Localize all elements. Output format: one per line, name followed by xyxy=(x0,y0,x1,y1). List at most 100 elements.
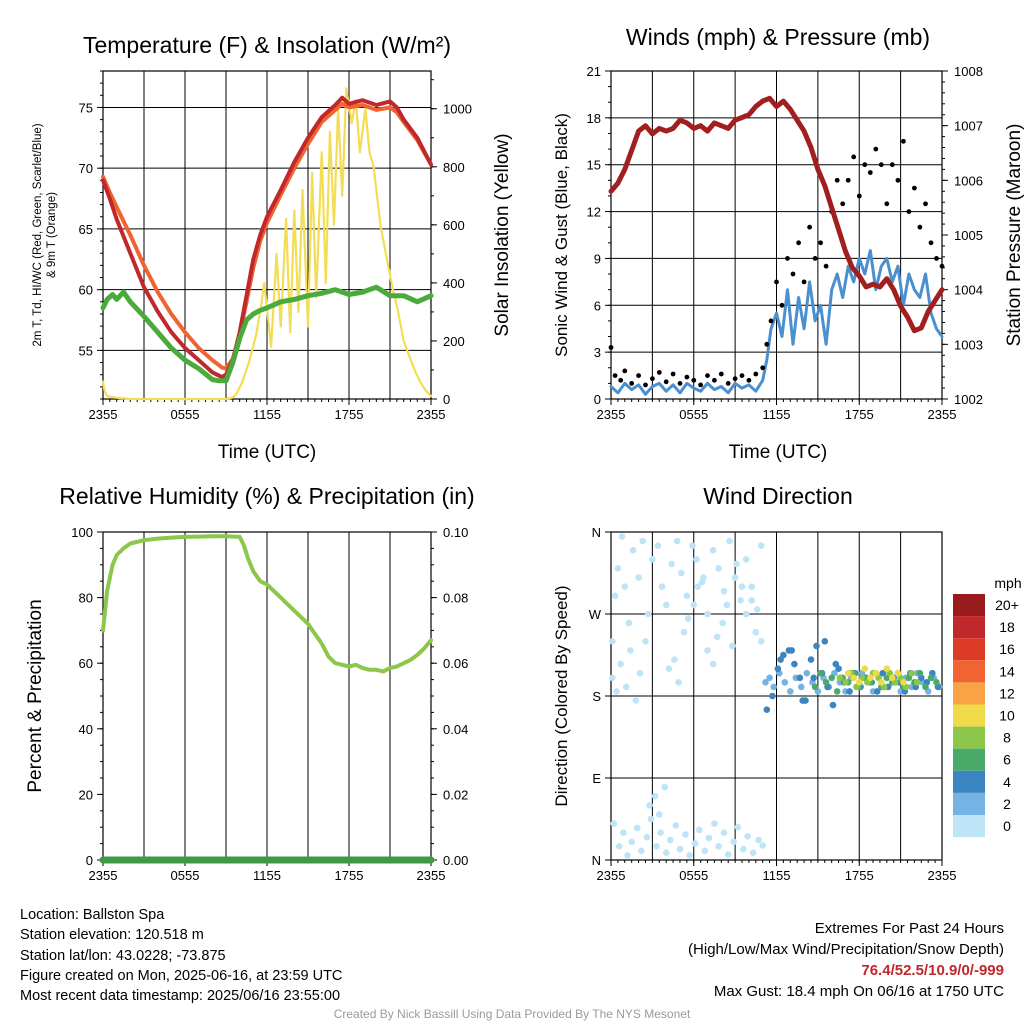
dir-point-day-top xyxy=(842,679,849,686)
dir-point-day-high xyxy=(922,683,929,691)
extremes-subtitle: (High/Low/Max Wind/Precipitation/Snow De… xyxy=(688,941,1004,958)
wind-gust-dot xyxy=(939,263,945,269)
legend-swatch xyxy=(953,616,985,639)
dir-point-day-mid xyxy=(774,665,782,672)
dir-point-night xyxy=(733,560,740,568)
dir-point-night xyxy=(632,697,640,704)
dir-point-day-high xyxy=(811,683,819,691)
dir-point-night xyxy=(649,556,656,563)
dir-point-day-mid xyxy=(829,701,837,709)
dir-point-night xyxy=(709,546,717,554)
wind-gust-dot xyxy=(790,271,796,277)
rh-xtick-label: 1155 xyxy=(253,868,281,883)
legend-unit: mph xyxy=(994,575,1021,591)
wind-xlabel: Time (UTC) xyxy=(729,442,828,463)
wind-gust-dot xyxy=(691,377,697,383)
legend-swatch xyxy=(953,770,985,793)
rh-ytick-label: 60 xyxy=(79,656,93,671)
wind-ytick-label: 6 xyxy=(594,298,601,313)
dir-point-day-low xyxy=(798,683,805,691)
dir-point-night xyxy=(667,836,674,844)
rh-ytick-label: 80 xyxy=(79,591,93,606)
dir-point-night xyxy=(643,833,651,841)
wind-xtick-label: 2355 xyxy=(597,407,626,422)
dir-point-night xyxy=(758,542,765,549)
dir-point-night xyxy=(752,628,760,636)
wind-gust-dot xyxy=(834,177,840,183)
info-elevation: Station elevation: 120.518 m xyxy=(20,927,204,944)
wind-line-pressure xyxy=(608,95,945,334)
rh-line-humidity xyxy=(101,534,433,674)
dir-point-night xyxy=(662,849,670,856)
dir-point-night xyxy=(709,660,717,668)
wind-xtick-label: 2355 xyxy=(928,407,957,422)
dir-point-night xyxy=(730,838,737,846)
dir-point-day-max xyxy=(883,665,891,672)
dir-point-day-mid xyxy=(821,638,829,645)
dir-point-night xyxy=(755,836,762,844)
dir-xtick-label: 1755 xyxy=(845,868,874,883)
dir-point-day-high xyxy=(817,669,824,677)
wind-ytick-label: 3 xyxy=(594,345,601,360)
dir-point-night xyxy=(651,792,659,800)
rh-ytick-right-label: 0.08 xyxy=(443,591,468,606)
dir-point-night xyxy=(684,615,692,622)
dir-point-day-high xyxy=(927,674,935,682)
dir-point-night xyxy=(662,601,670,609)
dir-point-day-mid xyxy=(799,697,806,704)
dir-point-night xyxy=(621,583,629,590)
wind-xtick-label: 1755 xyxy=(845,407,874,422)
dir-point-day-low xyxy=(762,679,769,686)
dir-point-night xyxy=(627,647,634,654)
dir-point-night xyxy=(686,852,693,859)
dir-point-night xyxy=(675,679,682,686)
legend-label: 14 xyxy=(999,663,1015,679)
dir-point-night xyxy=(610,820,618,827)
dir-point-night xyxy=(704,610,711,618)
wind-gust-dot xyxy=(622,368,628,374)
wind-ytick-right-label: 1008 xyxy=(954,64,983,79)
wind-ytick-right-label: 1005 xyxy=(954,228,983,243)
wind-gust-dot xyxy=(862,162,868,168)
dir-point-night xyxy=(609,674,616,682)
dir-point-day-low xyxy=(803,669,811,677)
dir-point-night xyxy=(633,824,641,832)
wind-ytick-right-label: 1002 xyxy=(954,392,983,407)
wind-gust-dot xyxy=(684,374,690,380)
dir-point-day-low xyxy=(766,674,773,682)
dir-point-night xyxy=(614,565,622,572)
dir-point-night xyxy=(680,628,688,636)
dir-title: Wind Direction xyxy=(703,483,853,509)
dir-point-night xyxy=(629,546,637,554)
dir-point-day-low xyxy=(787,688,794,695)
dir-point-night xyxy=(609,638,616,645)
temp-line-2m xyxy=(101,95,433,380)
dir-point-night xyxy=(661,783,669,791)
dir-point-day-mid xyxy=(873,688,881,695)
dir-point-night xyxy=(726,537,733,545)
temp-ytick-right-label: 400 xyxy=(443,276,465,291)
dir-point-night xyxy=(690,601,698,609)
dir-point-day-max xyxy=(900,679,907,686)
dir-ytick-label: W xyxy=(589,607,602,622)
dir-point-day-mid xyxy=(810,674,817,682)
dir-point-day-mid xyxy=(846,688,853,695)
dir-ytick-label: E xyxy=(592,771,601,786)
dir-point-night xyxy=(737,597,744,604)
dir-xtick-label: 2355 xyxy=(597,868,626,883)
dir-point-day-low xyxy=(781,679,789,686)
dir-point-night xyxy=(704,647,711,654)
wind-gust-dot xyxy=(739,373,745,378)
dir-point-night xyxy=(705,834,713,842)
wind-gust-dot xyxy=(608,345,614,350)
wind-gust-dot xyxy=(643,382,648,388)
dir-point-day-mid xyxy=(769,692,776,700)
legend-label: 12 xyxy=(999,685,1015,701)
legend-swatch xyxy=(953,682,985,705)
rh-ytick-right-label: 0.06 xyxy=(443,656,468,671)
legend-label: 16 xyxy=(999,641,1015,657)
wind-gust-dot xyxy=(812,256,818,261)
dir-point-day-top xyxy=(908,669,915,677)
wind-gust-dot xyxy=(923,201,928,207)
wind-gust-dot xyxy=(928,240,934,246)
